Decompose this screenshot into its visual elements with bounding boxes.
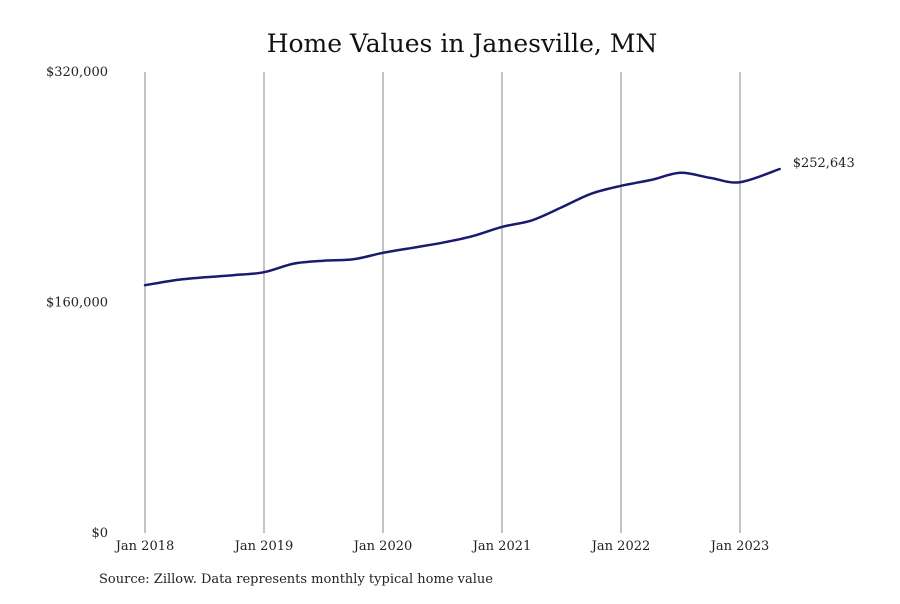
- x-tick-label: Jan 2023: [709, 539, 770, 554]
- y-axis-ticks: $0 $160,000 $320,000: [46, 65, 108, 541]
- y-tick-label: $160,000: [46, 296, 108, 311]
- x-axis-ticks: Jan 2018 Jan 2019 Jan 2020 Jan 2021 Jan 2022…: [114, 539, 770, 554]
- x-tick-label: Jan 2020: [352, 539, 413, 554]
- source-note: Source: Zillow. Data represents monthly …: [99, 572, 493, 587]
- chart-title: Home Values in Janesville, MN: [267, 29, 658, 58]
- series-layer: [143, 167, 781, 287]
- x-tick-label: Jan 2022: [590, 539, 651, 554]
- y-tick-label: $0: [91, 526, 108, 541]
- grid-lines: [144, 72, 741, 533]
- x-tick-label: Jan 2018: [114, 539, 175, 554]
- x-tick-label: Jan 2021: [471, 539, 532, 554]
- y-tick-label: $320,000: [46, 65, 108, 80]
- home-value-line: [143, 167, 781, 287]
- x-tick-label: Jan 2019: [233, 539, 294, 554]
- last-value-label: $252,643: [793, 156, 855, 171]
